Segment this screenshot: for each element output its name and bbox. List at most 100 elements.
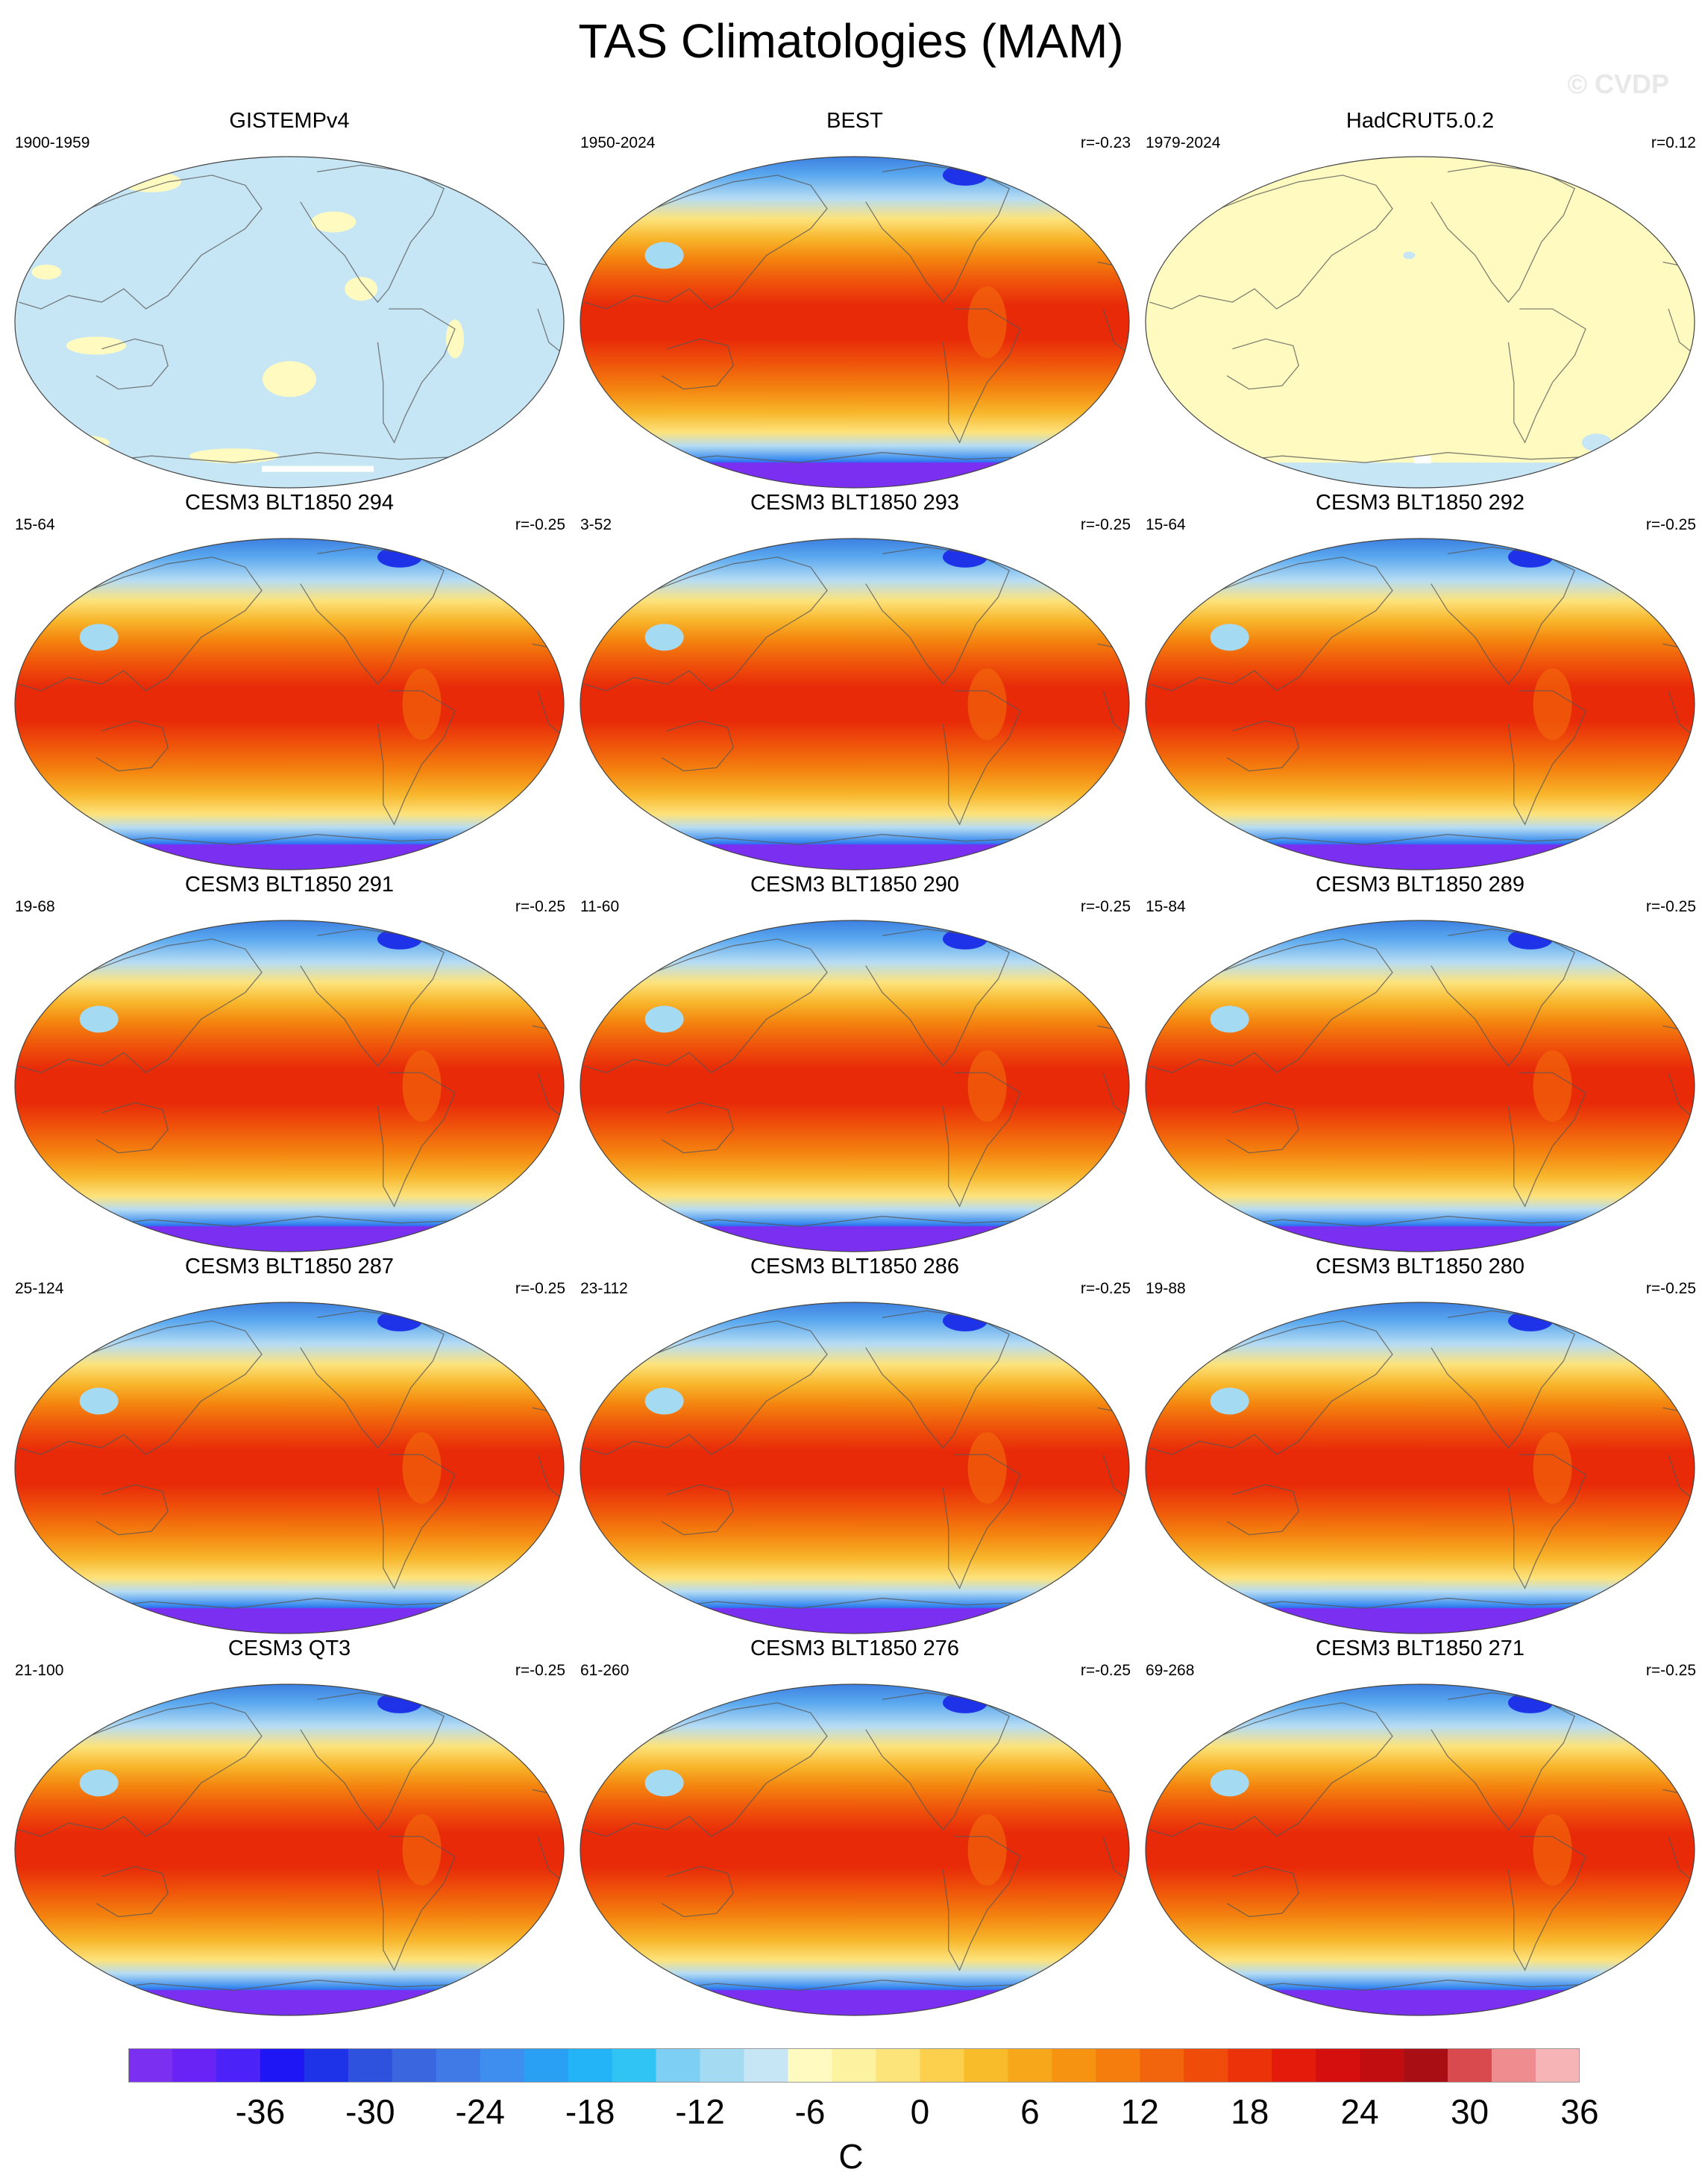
map-plot (580, 538, 1130, 870)
plateau-cold-region (1210, 1769, 1249, 1797)
coastline (661, 1102, 734, 1154)
plateau-cold-region (1210, 624, 1249, 651)
panel-period: 3-52 (580, 516, 612, 533)
temperature-field (15, 920, 564, 1252)
map-plot (14, 538, 565, 870)
panel-period: 19-88 (1146, 1280, 1186, 1297)
panel-title: CESM3 BLT1850 280 (1316, 1255, 1524, 1278)
colorbar-tick-label: 24 (1340, 2092, 1379, 2131)
colorbar-box (524, 2048, 568, 2083)
coastline (661, 338, 734, 390)
map-plot (14, 920, 565, 1252)
coastline (95, 338, 169, 390)
colorbar-box (348, 2048, 393, 2083)
panel-period: 19-68 (15, 898, 55, 915)
colorbar-box (216, 2048, 261, 2083)
map-panel: CESM3 BLT1850 287 25-124 r=-0.25 (6, 1255, 573, 1635)
coastline (1507, 1072, 1586, 1208)
plateau-cold-region (644, 624, 684, 651)
antarctica-field (580, 1608, 1129, 1634)
watermark: © CVDP (1567, 69, 1669, 99)
panel-correlation: r=-0.25 (515, 898, 565, 915)
map-panel: HadCRUT5.0.2 1979-2024 r=0.12 (1137, 109, 1702, 489)
colorbar-box (1184, 2048, 1228, 2083)
map-plot (1145, 1684, 1695, 2016)
coastline (377, 1836, 456, 1971)
coastline (580, 938, 828, 1073)
colorbar-box (304, 2048, 349, 2083)
anomaly-patch (263, 361, 316, 398)
coastline (15, 938, 263, 1073)
panel-period: 1979-2024 (1146, 134, 1221, 151)
coastline (1507, 1454, 1586, 1590)
map-border (14, 920, 565, 1252)
antarctica-field (1146, 1226, 1695, 1252)
panel-period: 69-268 (1146, 1662, 1195, 1679)
coastline (942, 1454, 1021, 1590)
panel-period: 23-112 (580, 1280, 628, 1297)
coastline (580, 175, 828, 310)
map-plot (14, 1684, 565, 2016)
colorbar-box (1096, 2048, 1140, 2083)
map-field (580, 920, 1129, 1252)
panel-correlation: r=-0.25 (515, 516, 565, 533)
antarctica-field (580, 844, 1129, 870)
panel-correlation: r=-0.25 (515, 1662, 565, 1679)
antarctica-field (1146, 462, 1695, 488)
map-panel: CESM3 BLT1850 292 15-64 r=-0.25 (1137, 491, 1702, 871)
colorbar-box (1008, 2048, 1052, 2083)
antarctica-field (580, 462, 1129, 488)
temperature-field (1146, 1684, 1695, 2015)
anomaly-patch (446, 319, 464, 359)
map-border (14, 1684, 565, 2016)
anomaly-patch (189, 448, 279, 464)
plateau-cold-region (644, 1005, 684, 1033)
map-panel: CESM3 BLT1850 293 3-52 r=-0.25 (571, 491, 1138, 871)
panel-title: CESM3 BLT1850 286 (750, 1255, 959, 1278)
map-field (15, 157, 564, 488)
plateau-cold-region (1210, 1387, 1249, 1415)
antarctica-field (1146, 1990, 1695, 2015)
temperature-field (580, 1302, 1129, 1634)
coastline (377, 690, 456, 826)
coastline (661, 720, 734, 772)
colorbar-tick-label: -18 (565, 2092, 615, 2131)
map-panel: CESM3 BLT1850 291 19-68 r=-0.25 (6, 873, 573, 1253)
coastline (377, 308, 456, 444)
colorbar-box (876, 2048, 920, 2083)
colorbar-box (920, 2048, 964, 2083)
panel-correlation: r=-0.25 (1080, 1662, 1131, 1679)
coastline (1146, 1320, 1393, 1455)
colorbar-units: C (838, 2137, 864, 2176)
colorbar-box (1360, 2048, 1404, 2083)
plateau-cold-region (79, 1769, 119, 1797)
colorbar-tick-label: -24 (455, 2092, 505, 2131)
figure-title: TAS Climatologies (MAM) (578, 14, 1124, 68)
colorbar-box (568, 2048, 612, 2083)
coastline (1146, 1702, 1393, 1837)
coastline (1226, 338, 1299, 390)
antarctica-field (15, 1226, 564, 1252)
panel-correlation: r=-0.25 (1080, 516, 1131, 533)
coastline (1146, 556, 1393, 691)
panel-title: CESM3 BLT1850 276 (750, 1637, 959, 1660)
map-panel: CESM3 BLT1850 294 15-64 r=-0.25 (6, 491, 573, 871)
coastline (942, 308, 1021, 444)
south-america-warm (1533, 1814, 1572, 1886)
panel-title: CESM3 BLT1850 292 (1316, 491, 1524, 515)
colorbar-box (1448, 2048, 1492, 2083)
map-field (1146, 1684, 1695, 2015)
temperature-field (580, 1684, 1129, 2015)
colorbar-box (1316, 2048, 1360, 2083)
south-america-warm (967, 1814, 1007, 1886)
coastline (95, 1102, 169, 1154)
antarctica-field (15, 1608, 564, 1634)
plateau-cold-region (79, 1005, 119, 1033)
panel-correlation: r=-0.25 (1645, 516, 1696, 533)
anomaly-patch (1403, 251, 1416, 260)
panel-title: CESM3 BLT1850 291 (185, 873, 394, 897)
panel-title: CESM3 BLT1850 290 (750, 873, 959, 897)
anomaly-patch (122, 171, 181, 192)
colorbar-box (260, 2048, 305, 2083)
coastline (580, 1320, 828, 1455)
